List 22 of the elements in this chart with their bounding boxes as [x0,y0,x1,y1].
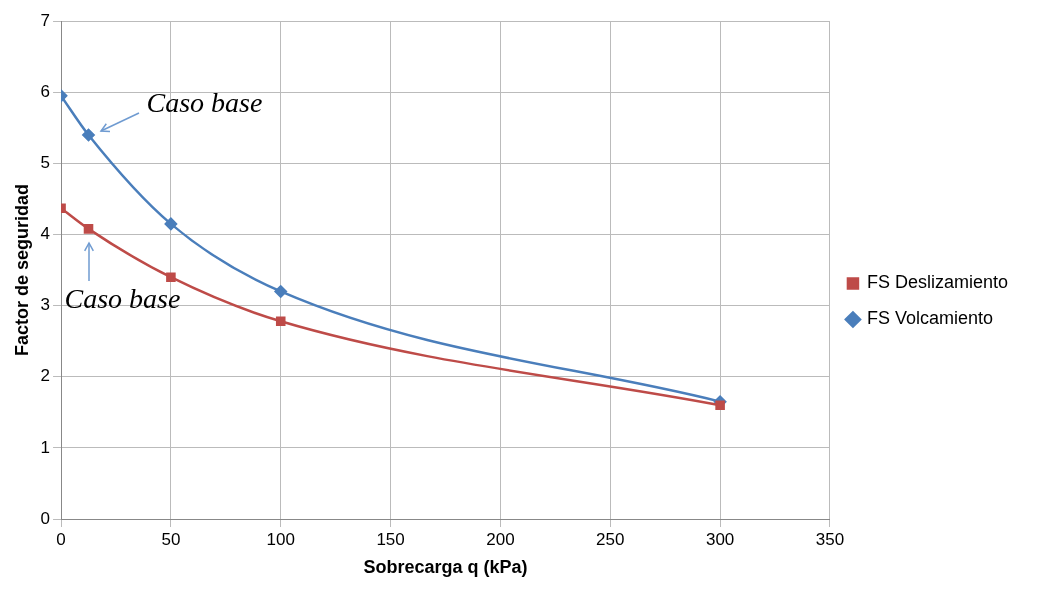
y-tick-label: 2 [40,366,51,386]
annotation: Caso base [146,87,263,119]
x-tick-label: 350 [815,529,845,549]
y-tick-label: 6 [40,82,51,101]
y-tick-label: 5 [40,153,51,173]
x-tick-label: 0 [56,529,66,549]
x-tick-label: 50 [161,529,181,549]
y-tick-label: 1 [40,437,51,457]
y-tick-label: 3 [40,295,51,315]
y-tick-label: 7 [40,10,51,30]
x-tick-label: 100 [266,529,295,549]
x-tick-label: 250 [596,529,625,549]
x-tick-label: 150 [376,529,405,549]
legend-label: FS Volcamiento [866,308,994,329]
annotation: Caso base [64,283,181,315]
x-tick-label: 200 [486,529,515,549]
x-tick-label: 300 [705,529,735,549]
y-tick-label: 0 [40,508,51,528]
legend-label: FS Deslizamiento [866,272,1008,293]
x-axis-title: Sobrecarga q (kPa) [363,557,528,578]
y-tick-label: 4 [40,224,51,244]
y-axis-title: Factor de seguridad [11,184,32,357]
